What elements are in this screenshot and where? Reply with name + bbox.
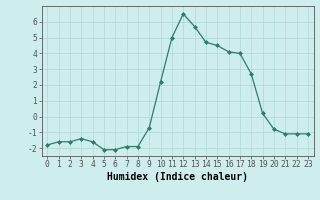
X-axis label: Humidex (Indice chaleur): Humidex (Indice chaleur) <box>107 172 248 182</box>
